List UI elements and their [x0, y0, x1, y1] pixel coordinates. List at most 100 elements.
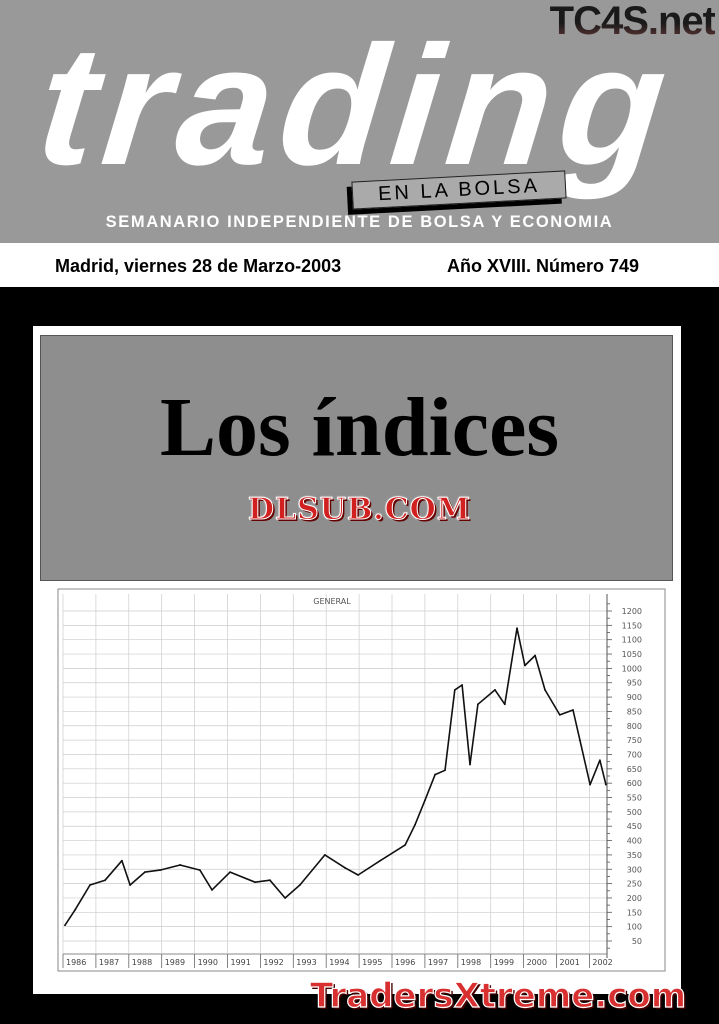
issue-date: Madrid, viernes 28 de Marzo-2003 [55, 256, 342, 276]
watermark-tradersxtreme: TradersXtreme.com [309, 975, 687, 1016]
y-tick-label: 900 [627, 693, 642, 702]
y-tick-label: 850 [627, 707, 642, 716]
x-axis-labels: 1986 1987 1988 1989 1990 1991 1992 1993 1994 1995… [62, 954, 613, 968]
data-point [558, 713, 561, 716]
y-tick-label: 500 [627, 808, 642, 817]
y-tick-label: 550 [627, 794, 642, 803]
x-tick-label: 1999 [494, 958, 514, 967]
y-tick-label: 450 [627, 822, 642, 831]
y-tick-label: 400 [627, 837, 642, 846]
data-point [578, 739, 581, 742]
x-tick-label: 1991 [231, 958, 251, 967]
data-point [229, 871, 232, 874]
data-point [284, 897, 286, 899]
x-tick-label: 1992 [263, 958, 283, 967]
y-tick-label: 650 [627, 765, 642, 774]
x-tick-label: 1995 [362, 958, 382, 967]
data-point [494, 689, 496, 691]
data-point [424, 799, 426, 802]
data-point [89, 884, 91, 886]
y-tick-label: 750 [627, 736, 642, 745]
y-tick-label: 1000 [622, 664, 642, 673]
data-point [589, 783, 591, 786]
y-tick-label: 600 [627, 779, 642, 788]
y-tick-label: 150 [627, 908, 642, 917]
y-tick-label: 1100 [622, 636, 642, 645]
x-tick-label: 1996 [395, 958, 415, 967]
x-tick-label: 1994 [329, 958, 349, 967]
x-tick-label: 2001 [560, 958, 580, 967]
data-point [211, 889, 213, 891]
y-axis-labels: 50 100 150 200 250 300 350 400 450 500 550 600 650 70… [622, 607, 642, 946]
y-tick-label: 350 [627, 851, 642, 860]
masthead-subtitle: SEMANARIO INDEPENDIENTE DE BOLSA Y ECONO… [105, 213, 614, 231]
data-point [298, 884, 301, 886]
data-point [198, 869, 201, 872]
data-point [144, 871, 146, 874]
cover-headline: Los índices [159, 381, 560, 474]
watermark-tc4s: TC4S.net [549, 0, 716, 43]
y-tick-label: 700 [627, 750, 642, 759]
data-point [444, 769, 446, 772]
data-point [414, 823, 416, 826]
data-point [461, 684, 463, 686]
issue-number: Año XVIII. Número 749 [447, 256, 640, 276]
data-point [524, 664, 526, 667]
x-tick-label: 1998 [461, 958, 481, 967]
headline-box [40, 335, 673, 581]
x-tick-label: 1988 [132, 958, 152, 967]
y-tick-label: 100 [627, 923, 642, 932]
x-tick-label: 1993 [296, 958, 316, 967]
data-point [503, 703, 506, 706]
data-point [453, 689, 456, 691]
data-point [159, 869, 161, 872]
x-tick-label: 1990 [198, 958, 218, 967]
y-tick-label: 950 [627, 679, 642, 688]
masthead: trading TC4S.net EN LA BOLSA SEMANARIO I… [0, 0, 719, 243]
data-point [179, 864, 182, 866]
data-point [129, 884, 132, 886]
x-tick-label: 1986 [66, 958, 86, 967]
data-point [64, 924, 66, 927]
data-point [120, 859, 123, 862]
y-tick-label: 1150 [622, 621, 642, 630]
y-tick-label: 50 [632, 937, 642, 946]
y-tick-label: 1200 [622, 607, 642, 616]
dateline-strip [0, 243, 719, 287]
data-point [73, 909, 76, 912]
data-point [599, 759, 601, 762]
chart-frame [57, 588, 666, 972]
data-point [604, 783, 607, 786]
logo-trading: trading [30, 11, 683, 201]
x-tick-label: 1989 [165, 958, 185, 967]
series-points [64, 627, 607, 927]
chart-svg: 1986 1987 1988 1989 1990 1991 1992 1993 1994 1995… [57, 588, 666, 972]
data-point [544, 689, 546, 691]
y-tick-label: 250 [627, 880, 642, 889]
data-point [357, 874, 360, 876]
x-tick-label: 2000 [527, 958, 547, 967]
index-chart: 1986 1987 1988 1989 1990 1991 1992 1993 1994 1995… [57, 588, 667, 977]
x-tick-label: 1997 [428, 958, 448, 967]
x-tick-label: 2002 [592, 958, 612, 967]
data-point [434, 773, 436, 776]
data-point [476, 703, 479, 706]
data-point [379, 859, 382, 862]
data-point [104, 879, 107, 882]
chart-grid [62, 594, 612, 958]
y-tick-label: 200 [627, 894, 642, 903]
y-tick-label: 800 [627, 722, 642, 731]
data-point [516, 627, 518, 630]
data-point [323, 854, 326, 856]
chart-title: GENERAL [313, 597, 351, 606]
data-point [469, 763, 471, 766]
watermark-dlsub: DLSUB.COM [248, 492, 471, 528]
y-tick-label: 1050 [622, 650, 642, 659]
data-point [572, 709, 574, 711]
x-tick-label: 1987 [99, 958, 119, 967]
data-point [344, 866, 346, 869]
y-tick-label: 300 [627, 865, 642, 874]
data-point [269, 879, 271, 882]
data-point [254, 881, 257, 884]
data-point [404, 843, 407, 846]
